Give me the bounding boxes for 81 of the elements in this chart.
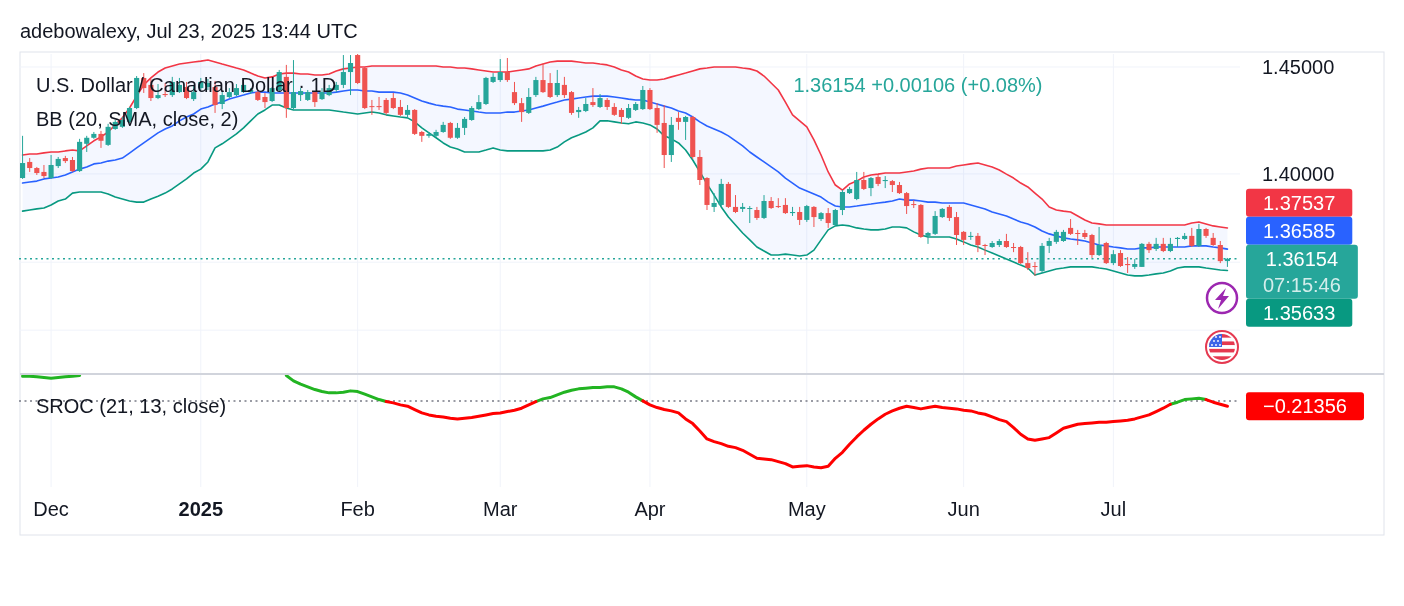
candlestick	[761, 194, 767, 220]
x-tick-label: Jun	[947, 498, 980, 520]
candlestick	[975, 232, 981, 253]
candlestick	[412, 108, 418, 136]
candlestick	[20, 135, 26, 180]
candlestick	[982, 243, 988, 256]
candlestick	[340, 54, 346, 89]
candlestick	[953, 211, 960, 246]
x-tick-label: 2025	[178, 498, 224, 520]
candlestick	[1096, 226, 1102, 257]
candlestick	[561, 76, 567, 99]
candlestick	[854, 171, 860, 201]
candlestick	[1075, 229, 1081, 246]
candlestick	[347, 54, 354, 96]
candlestick	[725, 181, 731, 209]
text: −0.21356	[1263, 395, 1347, 418]
candlestick	[683, 115, 689, 141]
candlestick	[590, 87, 596, 108]
y-tick-label: 1.45000	[1262, 56, 1335, 78]
candlestick	[868, 176, 874, 197]
candlestick	[825, 207, 831, 229]
candlestick	[932, 210, 938, 236]
candlestick	[1153, 237, 1159, 252]
candlestick	[369, 99, 375, 116]
candlestick	[640, 85, 646, 111]
candlestick	[426, 131, 432, 139]
candlestick	[718, 178, 724, 208]
text: SROC (21, 13, close)	[36, 395, 227, 418]
candlestick	[1032, 261, 1038, 277]
candlestick	[490, 72, 496, 84]
data-label: 1.35633	[1263, 301, 1336, 324]
candlestick	[105, 123, 111, 147]
candlestick	[519, 97, 525, 123]
candlestick	[262, 92, 268, 109]
x-tick-label: May	[787, 498, 826, 520]
candlestick	[925, 231, 931, 245]
candlestick	[533, 76, 539, 98]
candlestick	[775, 197, 781, 209]
candlestick	[811, 205, 817, 228]
candlestick	[797, 206, 803, 226]
candlestick	[647, 87, 653, 111]
text: adebowalexy, Jul 23, 2025 13:44 UTC	[20, 20, 358, 42]
candlestick	[568, 90, 575, 116]
candlestick	[1217, 240, 1223, 264]
candlestick	[711, 192, 717, 213]
candlestick	[41, 164, 47, 179]
text: 07:15:46	[1263, 273, 1341, 296]
y-tick-label: 1.40000	[1262, 162, 1335, 185]
candlestick	[540, 62, 546, 94]
ref-line-label: 1.36154	[1265, 247, 1339, 270]
x-tick-label: Apr	[634, 498, 666, 520]
candlestick	[697, 149, 703, 186]
annotation: 1.36154 +0.00106 (+0.08%)	[793, 74, 1043, 96]
candlestick	[1018, 245, 1024, 265]
candlestick	[747, 205, 753, 224]
candlestick	[1189, 227, 1195, 248]
candlestick	[504, 57, 510, 83]
candlestick	[376, 96, 382, 111]
x-tick-label: Dec	[33, 498, 69, 520]
candlestick	[547, 72, 553, 99]
candlestick	[526, 87, 532, 115]
data-label: 1.37537	[1263, 191, 1336, 214]
x-tick-label: Mar	[483, 498, 518, 520]
candlestick	[904, 191, 910, 215]
candlestick	[1103, 241, 1109, 265]
candlestick	[554, 69, 560, 98]
data-label: 1.36585	[1263, 219, 1336, 242]
candlestick	[839, 189, 846, 216]
x-tick-label: Feb	[340, 498, 375, 520]
candlestick	[497, 58, 503, 83]
candlestick	[1089, 233, 1095, 259]
candlestick	[98, 130, 104, 149]
x-tick-label: Jul	[1100, 498, 1127, 520]
line-series	[21, 59, 1229, 229]
candlestick	[48, 154, 54, 180]
candlestick	[732, 194, 739, 214]
candlestick	[511, 81, 518, 106]
candlestick	[1146, 241, 1152, 254]
candlestick	[1196, 223, 1202, 248]
candlestick	[861, 171, 867, 191]
candlestick	[654, 102, 660, 134]
